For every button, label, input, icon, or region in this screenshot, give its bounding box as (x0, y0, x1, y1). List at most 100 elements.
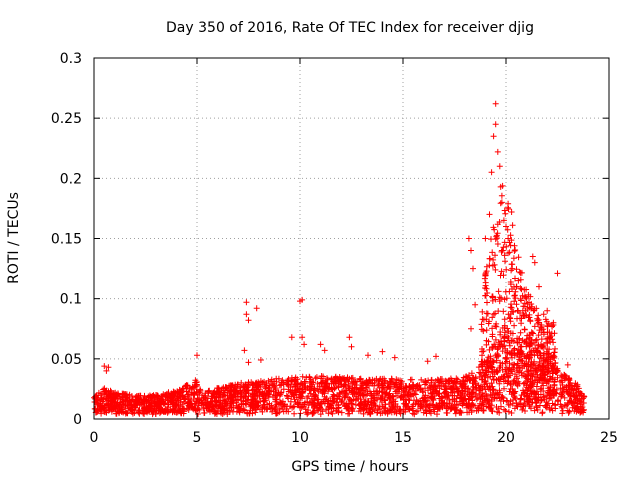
data-point (318, 405, 325, 412)
data-point (554, 365, 561, 372)
data-point (276, 405, 283, 412)
data-point (546, 335, 553, 342)
data-point (298, 380, 305, 387)
data-point (272, 398, 279, 405)
data-point (257, 357, 264, 363)
data-point (431, 392, 438, 399)
data-point (517, 310, 523, 316)
data-point (407, 376, 414, 383)
data-point (490, 256, 497, 263)
data-point (283, 392, 290, 399)
data-point (244, 381, 251, 388)
data-point (490, 376, 497, 383)
data-point (271, 383, 278, 390)
data-point (503, 223, 509, 230)
data-point (497, 331, 504, 338)
data-point (91, 399, 98, 405)
data-point (459, 390, 466, 397)
data-point (482, 285, 488, 291)
data-point (195, 389, 201, 396)
data-point (517, 349, 524, 355)
data-point (378, 389, 385, 396)
data-point (570, 402, 577, 409)
data-point (496, 298, 503, 305)
data-point (579, 404, 586, 410)
data-point (504, 325, 511, 332)
data-point (334, 395, 340, 402)
data-point (294, 400, 301, 407)
data-point (488, 169, 495, 176)
data-point (373, 390, 380, 397)
data-point (233, 396, 240, 403)
data-point (505, 408, 512, 415)
data-point (486, 211, 493, 218)
data-point (517, 329, 524, 336)
data-point (445, 405, 451, 411)
data-point (568, 386, 575, 393)
data-point (517, 357, 524, 364)
data-point (352, 378, 359, 385)
data-point (479, 352, 485, 359)
data-point (333, 405, 340, 412)
data-point (443, 391, 450, 398)
data-point (567, 393, 574, 400)
data-point (363, 405, 370, 412)
data-point (551, 382, 558, 389)
data-point (538, 343, 545, 350)
data-point (517, 364, 524, 371)
data-point (226, 392, 233, 399)
data-point (95, 389, 102, 396)
data-point (526, 332, 533, 339)
data-point (546, 395, 553, 402)
data-point (438, 400, 444, 407)
data-point (492, 310, 499, 317)
data-point (493, 233, 500, 240)
data-point (397, 406, 404, 413)
data-point (376, 403, 383, 410)
data-point (180, 385, 187, 392)
data-point (510, 380, 517, 387)
data-point (380, 382, 387, 389)
data-point (506, 249, 513, 256)
data-point (524, 390, 531, 397)
data-point (460, 377, 467, 384)
data-point (476, 387, 483, 394)
data-point (348, 387, 355, 394)
data-point (527, 318, 534, 325)
data-point (502, 210, 509, 217)
data-point (157, 408, 164, 415)
data-point (317, 386, 324, 393)
data-point (511, 292, 518, 299)
data-point (489, 408, 496, 415)
data-point (482, 269, 489, 276)
data-point (155, 392, 161, 399)
data-point (291, 396, 298, 403)
data-point (463, 373, 470, 380)
data-point (550, 366, 557, 373)
data-point (484, 363, 491, 370)
data-point (543, 380, 550, 387)
data-point (552, 402, 559, 409)
data-point (335, 384, 342, 391)
data-point (507, 402, 513, 408)
data-point (505, 235, 512, 242)
data-point (386, 384, 393, 391)
data-point (247, 392, 254, 399)
data-point (564, 361, 571, 368)
data-point (393, 387, 400, 394)
data-point (489, 325, 496, 332)
data-point (319, 389, 326, 396)
data-point (506, 314, 513, 321)
data-point (511, 394, 518, 401)
data-point (485, 320, 492, 327)
data-point (174, 390, 181, 397)
data-point (517, 296, 524, 302)
data-point (346, 410, 353, 417)
data-point (559, 404, 565, 411)
data-point (455, 388, 462, 395)
data-point (498, 295, 505, 302)
x-tick-label: 15 (394, 430, 412, 446)
data-point (263, 406, 270, 413)
data-point (549, 336, 556, 343)
data-point (301, 403, 308, 410)
